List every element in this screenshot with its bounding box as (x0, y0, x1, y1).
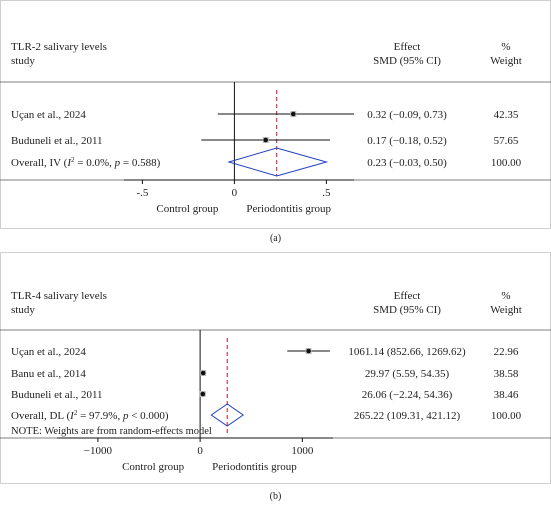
x-label-control: Control group (122, 461, 185, 473)
forest-plot-a-svg: TLR-2 salivary levels study Effect SMD (95%… (0, 0, 551, 244)
study-name: Banu et al., 2014 (11, 368, 86, 380)
point-estimate (200, 391, 206, 397)
header-effect: Effect (394, 41, 421, 53)
overall-effect: 0.23 (−0.03, 0.50) (367, 157, 447, 169)
study-effect: 0.32 (−0.09, 0.73) (367, 109, 447, 121)
overall-p: p (114, 157, 121, 169)
study-effect: 29.97 (5.59, 54.35) (365, 368, 450, 380)
x-tick-label: .5 (322, 187, 331, 199)
overall-i2-sup: 2 (71, 156, 75, 164)
header-smd: SMD (95% CI) (373, 304, 441, 316)
point-estimate (263, 137, 268, 143)
overall-p-value: = 0.588) (120, 157, 160, 169)
overall-i2: I (66, 157, 72, 169)
header-smd: SMD (95% CI) (373, 55, 441, 67)
study-name: Buduneli et al., 2011 (11, 389, 103, 401)
study-weight: 38.46 (494, 389, 519, 401)
x-tick-label: -.5 (136, 187, 148, 199)
x-label-periodontitis: Periodontitis group (212, 461, 297, 473)
header-title: TLR-2 salivary levels (11, 41, 107, 53)
forest-plot-a: TLR-2 salivary levels study Effect SMD (95%… (0, 0, 551, 252)
study-effect: 0.17 (−0.18, 0.52) (367, 135, 447, 147)
study-effect: 1061.14 (852.66, 1269.62) (348, 346, 466, 358)
study-name: Uçan et al., 2024 (11, 109, 86, 121)
overall-label: Overall, DL (I2 = 97.9%, p < 0.000) (11, 409, 169, 422)
panel-label: (b) (270, 491, 282, 502)
forest-plot-b-svg: TLR-4 salivary levels study Effect SMD (95%… (0, 252, 551, 502)
study-name: Buduneli et al., 2011 (11, 135, 103, 147)
overall-weight: 100.00 (491, 410, 522, 422)
header-percent: % (501, 290, 510, 302)
point-estimate (306, 348, 311, 354)
point-estimate (200, 370, 206, 376)
overall-i2-sup: 2 (74, 409, 78, 417)
overall-weight: 100.00 (491, 157, 522, 169)
forest-plot-b: TLR-4 salivary levels study Effect SMD (95%… (0, 252, 551, 504)
x-tick-label: −1000 (84, 445, 113, 457)
header-study: study (11, 304, 35, 316)
overall-diamond (210, 403, 245, 427)
overall-i2: I (69, 410, 75, 422)
header-percent: % (501, 41, 510, 53)
x-tick-label: 0 (232, 187, 238, 199)
point-estimate (290, 111, 296, 117)
overall-p: p (122, 410, 129, 422)
overall-label-prefix: Overall, DL ( (11, 410, 70, 422)
study-weight: 38.58 (494, 368, 519, 380)
overall-label-prefix: Overall, IV ( (11, 157, 68, 169)
x-tick-label: 1000 (291, 445, 314, 457)
overall-p-value: < 0.000) (128, 410, 168, 422)
study-effect: 26.06 (−2.24, 54.36) (362, 389, 453, 401)
study-weight: 57.65 (494, 135, 519, 147)
study-weight: 42.35 (494, 109, 519, 121)
overall-effect: 265.22 (109.31, 421.12) (354, 410, 461, 422)
header-weight: Weight (490, 55, 522, 67)
study-weight: 22.96 (494, 346, 519, 358)
x-tick-label: 0 (197, 445, 203, 457)
header-weight: Weight (490, 304, 522, 316)
overall-diamond (227, 147, 329, 177)
header-study: study (11, 55, 35, 67)
overall-i2-value: = 0.0%, (74, 157, 114, 169)
overall-label: Overall, IV (I2 = 0.0%, p = 0.588) (11, 156, 161, 169)
header-effect: Effect (394, 290, 421, 302)
header-title: TLR-4 salivary levels (11, 290, 107, 302)
panel-label: (a) (270, 233, 281, 244)
x-label-periodontitis: Periodontitis group (246, 203, 331, 215)
study-name: Uçan et al., 2024 (11, 346, 86, 358)
weights-note: NOTE: Weights are from random-effects mo… (11, 426, 212, 437)
overall-i2-value: = 97.9%, (77, 410, 123, 422)
x-label-control: Control group (156, 203, 219, 215)
